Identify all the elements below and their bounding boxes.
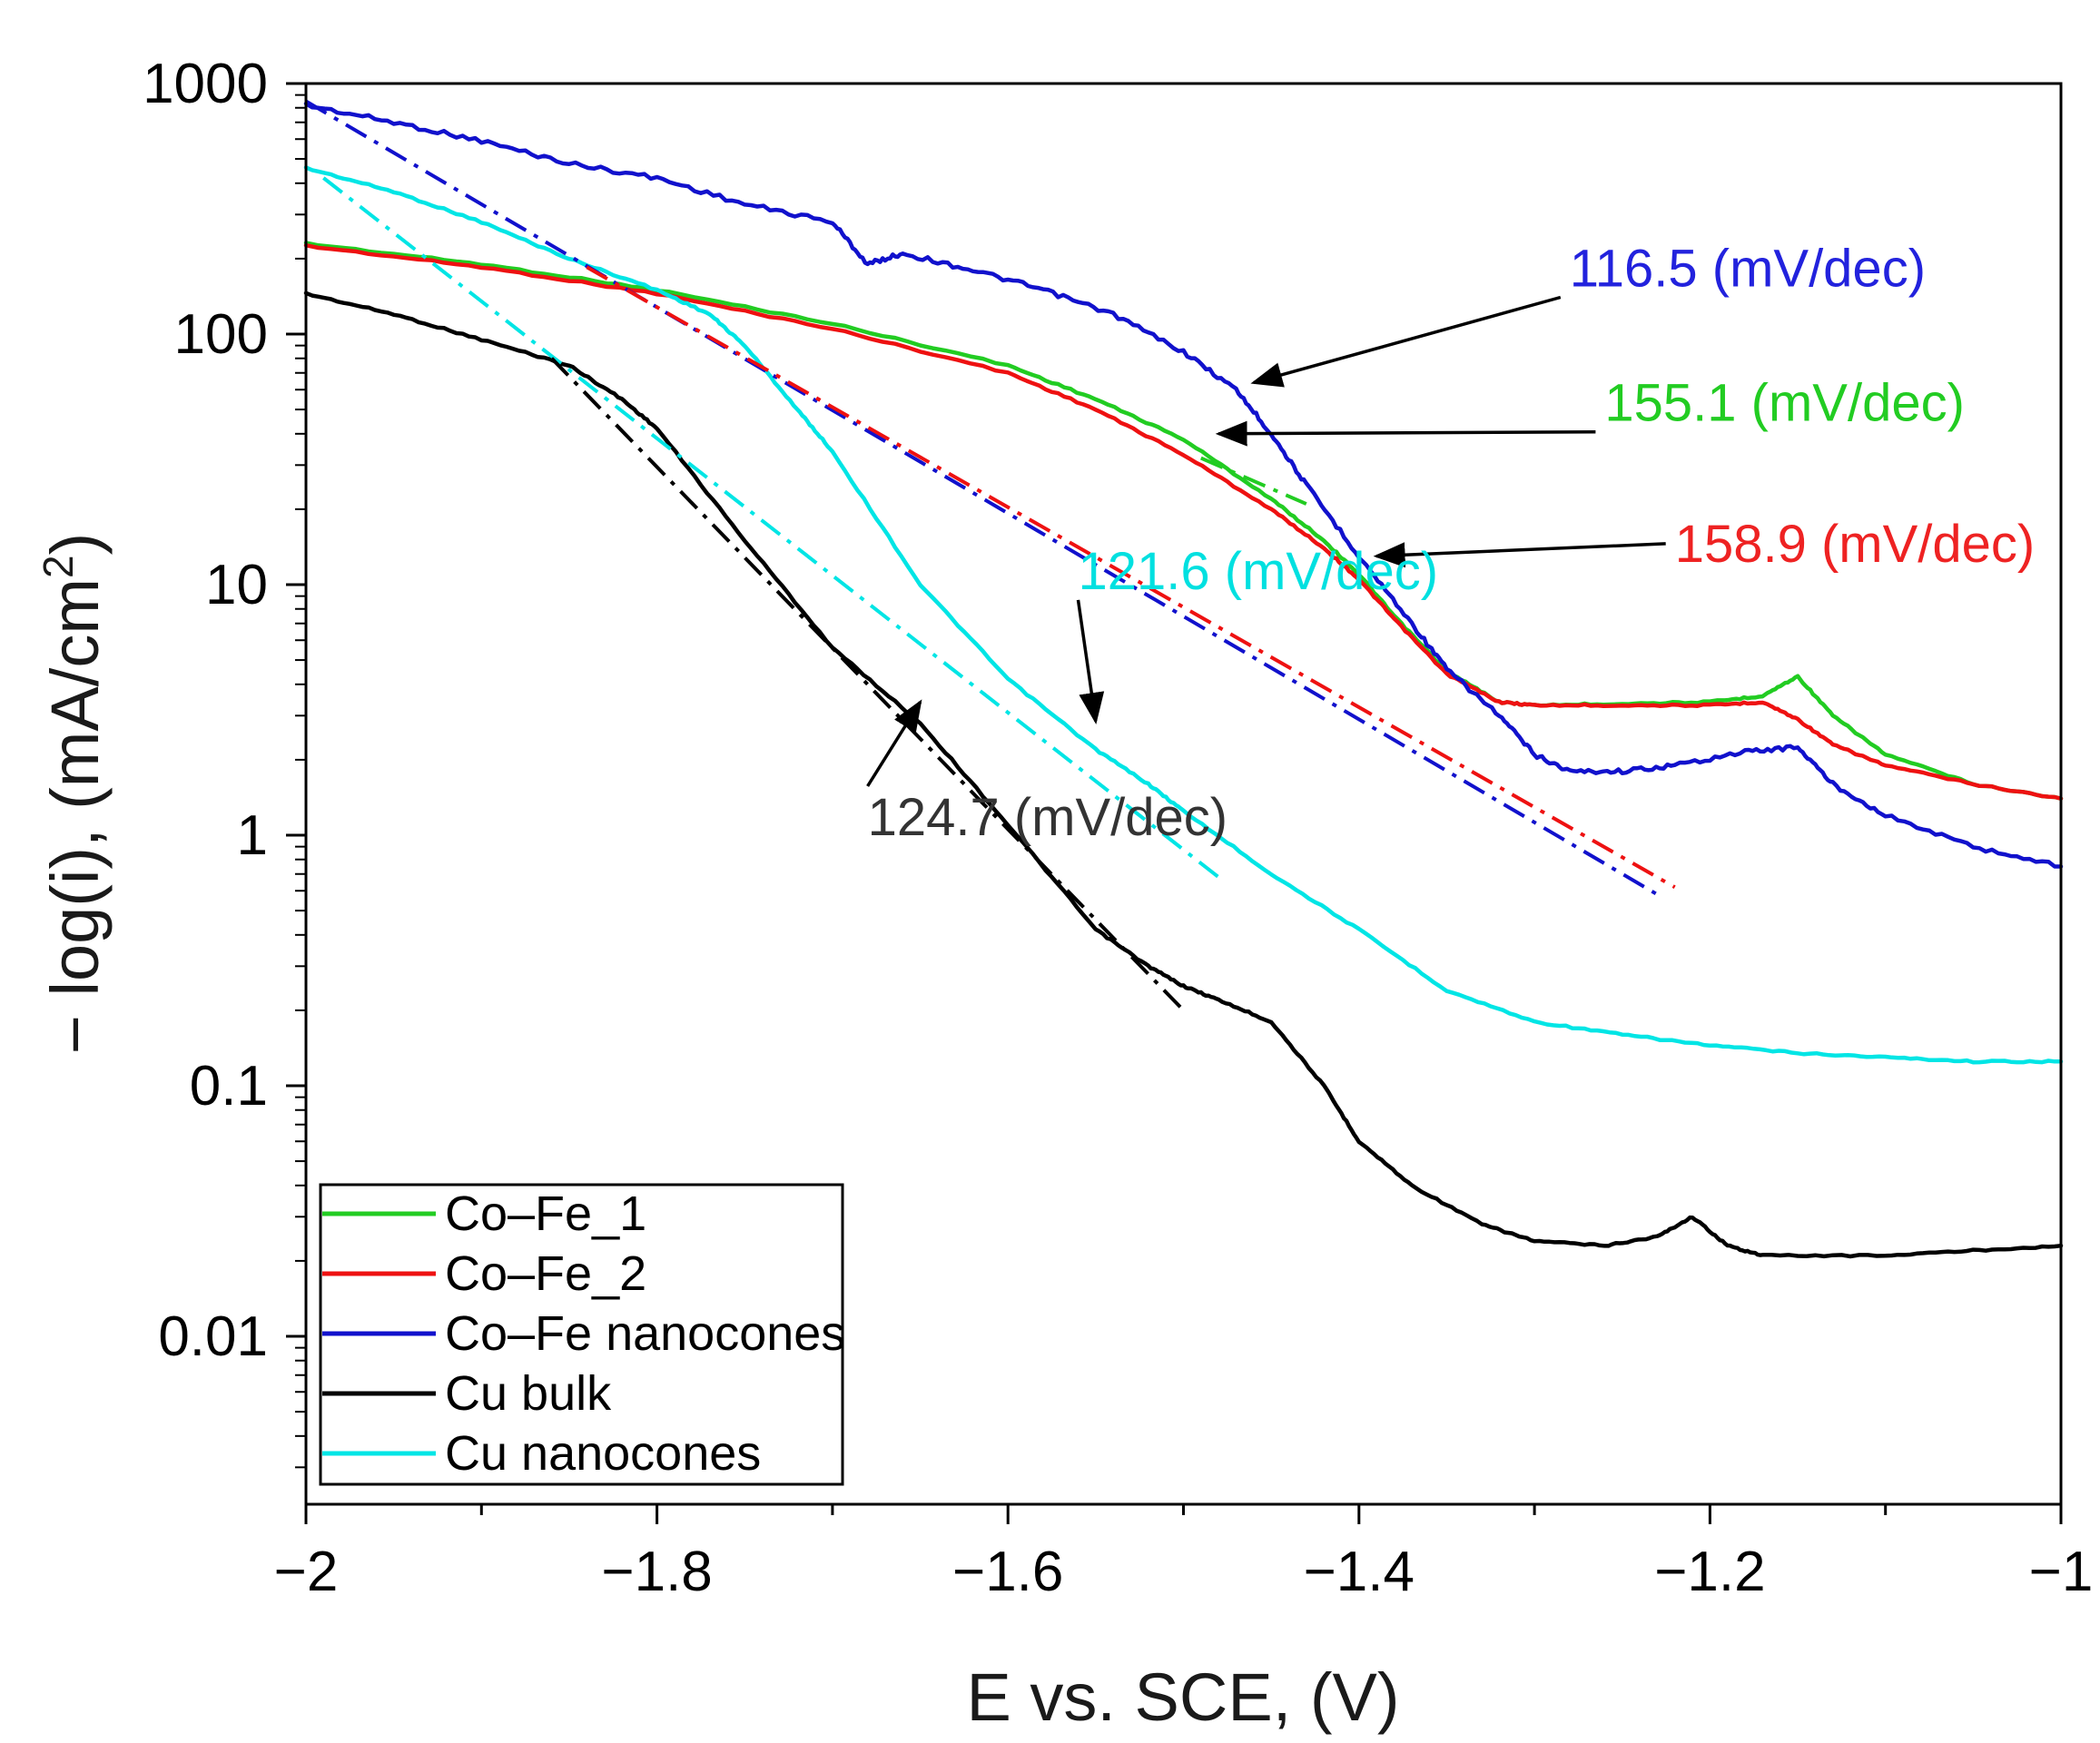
y-axis-title-tail: ) bbox=[37, 533, 113, 556]
legend-entry: Cu bulk bbox=[322, 1366, 612, 1421]
y-tick-label: 0.1 bbox=[190, 1055, 268, 1118]
legend-label: Cu bulk bbox=[445, 1366, 612, 1421]
slope-annotation-label: 155.1 (mV/dec) bbox=[1604, 374, 1965, 433]
legend-label: Cu nanocones bbox=[445, 1426, 761, 1481]
legend: Co–Fe_1 Co–Fe_2 Co–Fe nanocones Cu bulk … bbox=[319, 1183, 845, 1486]
legend-entry: Co–Fe nanocones bbox=[322, 1306, 845, 1361]
series-line-cu-bulk bbox=[303, 290, 2064, 1259]
x-axis-title: E vs. SCE, (V) bbox=[967, 1659, 1400, 1735]
legend-entry: Co–Fe_2 bbox=[322, 1246, 646, 1301]
fit-line-cu-nanocones-fit bbox=[322, 176, 1220, 879]
slope-annotation-label: 124.7 (mV/dec) bbox=[868, 788, 1228, 847]
legend-label: Co–Fe nanocones bbox=[445, 1306, 845, 1361]
y-tick-label: 1000 bbox=[143, 53, 268, 115]
y-tick-label: 100 bbox=[174, 303, 268, 366]
slope-annotation-label: 121.6 (mV/dec) bbox=[1079, 542, 1439, 601]
legend-entry: Cu nanocones bbox=[322, 1426, 761, 1481]
series-line-cu-nanocones bbox=[303, 165, 2064, 1065]
slope-annotation-label: 158.9 (mV/dec) bbox=[1675, 515, 2036, 574]
annotation-arrow bbox=[1076, 599, 1105, 724]
fit-line-co-fe-nanocones-fit bbox=[304, 99, 1659, 897]
legend-entry: Co–Fe_1 bbox=[322, 1187, 646, 1241]
y-axis-title-sup: 2 bbox=[35, 555, 82, 578]
slope-annotation-label: 116.5 (mV/dec) bbox=[1570, 240, 1926, 299]
x-tick-label: −1 bbox=[2029, 1541, 2094, 1603]
x-tick-label: −1.4 bbox=[1304, 1541, 1415, 1603]
annotation-arrow bbox=[1250, 295, 1562, 388]
annotation-arrow bbox=[866, 699, 922, 787]
legend-label: Co–Fe_2 bbox=[445, 1246, 646, 1301]
x-tick-label: −1.8 bbox=[601, 1541, 712, 1603]
x-tick-label: −2 bbox=[274, 1541, 339, 1603]
annotation-arrow bbox=[1373, 542, 1666, 568]
y-tick-label: 0.01 bbox=[158, 1305, 268, 1368]
y-tick-label: 10 bbox=[205, 554, 268, 616]
fit-line-co-fe-2-fit bbox=[586, 265, 1676, 890]
x-tick-label: −1.2 bbox=[1654, 1541, 1765, 1603]
slope-annotations: 116.5 (mV/dec) 155.1 (mV/dec) 158.9 (mV/de… bbox=[866, 240, 2036, 847]
legend-label: Co–Fe_1 bbox=[445, 1187, 646, 1241]
y-axis-title-main: − log(i), (mA/cm bbox=[37, 578, 113, 1054]
x-tick-label: −1.6 bbox=[952, 1541, 1063, 1603]
y-tick-label: 1 bbox=[237, 804, 268, 867]
series-line-co-fe-nanocones bbox=[303, 101, 2064, 869]
y-axis-title: − log(i), (mA/cm2) bbox=[35, 533, 113, 1054]
series-line-co-fe-2 bbox=[303, 242, 2064, 801]
fit-line-cu-bulk-fit bbox=[550, 357, 1185, 1012]
series-layer bbox=[303, 101, 2064, 1259]
axis-ticks: −2 −1.8 −1.6 −1.4 −1.2 −1 0.01 0.1 1 10 100 1000 bbox=[143, 53, 2093, 1603]
fit-line-co-fe-1-fit bbox=[1200, 456, 1307, 506]
fit-lines-layer bbox=[304, 99, 1676, 1012]
annotation-arrow bbox=[1215, 420, 1596, 447]
